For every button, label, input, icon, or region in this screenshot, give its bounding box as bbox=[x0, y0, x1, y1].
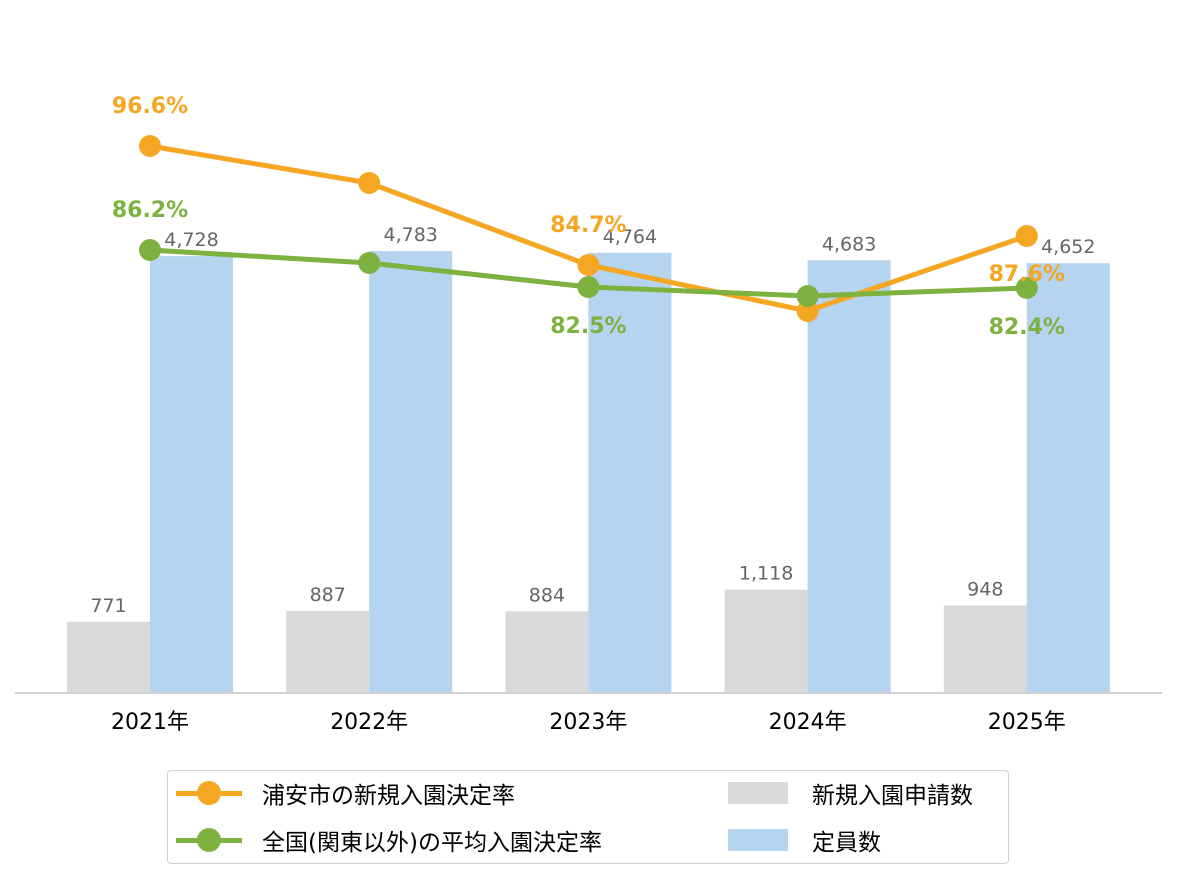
national-rate-label: 86.2% bbox=[112, 198, 188, 223]
urayasu-rate-label: 84.7% bbox=[550, 213, 626, 238]
legend-item-capacity: 定員数 bbox=[728, 820, 881, 860]
x-tick-label: 2021年 bbox=[111, 710, 189, 735]
legend-swatch-green-line bbox=[176, 820, 242, 860]
capacity-bar-label: 4,764 bbox=[603, 226, 657, 248]
legend-label: 浦安市の新規入園決定率 bbox=[262, 783, 515, 809]
application-bar bbox=[505, 611, 589, 693]
national-rate-point bbox=[358, 252, 381, 274]
x-ticks-layer: 2021年 2022年 2023年 2024年 2025年 bbox=[111, 710, 1066, 735]
capacity-bar bbox=[1026, 263, 1110, 693]
x-tick-label: 2024年 bbox=[769, 710, 847, 735]
national-rate-label: 82.4% bbox=[989, 315, 1065, 340]
legend-item-national-rate: 全国(関東以外)の平均入園決定率 bbox=[176, 820, 602, 860]
application-bar-label: 771 bbox=[90, 595, 126, 617]
legend-swatch-blue-bar bbox=[728, 829, 788, 851]
legend-marker bbox=[197, 781, 221, 805]
national-rate-point bbox=[796, 285, 819, 307]
combo-chart: 771 887 884 1,118 948 4,728 4,783 4,764 4,683 4,6… bbox=[15, 94, 1162, 735]
application-bar bbox=[724, 589, 808, 693]
capacity-bar bbox=[150, 256, 233, 693]
x-tick-label: 2025年 bbox=[988, 710, 1066, 735]
legend-item-applications: 新規入園申請数 bbox=[728, 773, 973, 813]
urayasu-rate-label: 96.6% bbox=[112, 94, 188, 119]
application-bar-label: 887 bbox=[310, 584, 346, 606]
national-rate-point bbox=[577, 276, 600, 298]
urayasu-rate-point bbox=[577, 254, 600, 276]
application-bar bbox=[286, 611, 370, 693]
x-tick-label: 2023年 bbox=[549, 710, 627, 735]
legend: 浦安市の新規入園決定率 全国(関東以外)の平均入園決定率 新規入園申請数 定員数 bbox=[167, 770, 1009, 864]
capacity-bar bbox=[588, 252, 672, 693]
legend-label: 定員数 bbox=[812, 830, 881, 856]
capacity-bar-label: 4,728 bbox=[164, 229, 218, 251]
line-labels-layer: 96.6% 84.7% 87.6% 86.2% 82.5% 82.4% bbox=[112, 94, 1065, 340]
application-bar-label: 948 bbox=[967, 578, 1003, 600]
urayasu-rate-label: 87.6% bbox=[989, 262, 1065, 287]
legend-label: 新規入園申請数 bbox=[812, 783, 973, 809]
national-rate-point bbox=[1015, 277, 1038, 299]
application-bar bbox=[67, 621, 150, 693]
urayasu-rate-point bbox=[139, 135, 161, 157]
capacity-bar bbox=[807, 260, 891, 693]
application-bar-label: 1,118 bbox=[739, 563, 793, 585]
application-bar bbox=[943, 605, 1027, 693]
capacity-bar bbox=[369, 251, 453, 694]
legend-swatch-gray-bar bbox=[728, 782, 788, 804]
legend-item-urayasu-rate: 浦安市の新規入園決定率 bbox=[176, 773, 515, 813]
urayasu-rate-point bbox=[358, 172, 381, 194]
bar-labels-layer: 771 887 884 1,118 948 4,728 4,783 4,764 4,683 4,6… bbox=[90, 224, 1095, 617]
urayasu-rate-point bbox=[1015, 225, 1038, 247]
capacity-bar-label: 4,783 bbox=[383, 224, 437, 246]
legend-swatch-orange-line bbox=[176, 773, 242, 813]
legend-label: 全国(関東以外)の平均入園決定率 bbox=[262, 830, 602, 856]
national-rate-label: 82.5% bbox=[550, 314, 626, 339]
x-tick-label: 2022年 bbox=[330, 710, 408, 735]
lines-layer bbox=[139, 135, 1038, 322]
capacity-bar-label: 4,652 bbox=[1041, 236, 1095, 258]
legend-marker bbox=[197, 828, 221, 852]
capacity-bar-label: 4,683 bbox=[822, 233, 876, 255]
national-rate-point bbox=[139, 239, 161, 261]
bars-layer bbox=[67, 251, 1110, 694]
application-bar-label: 884 bbox=[529, 584, 565, 606]
